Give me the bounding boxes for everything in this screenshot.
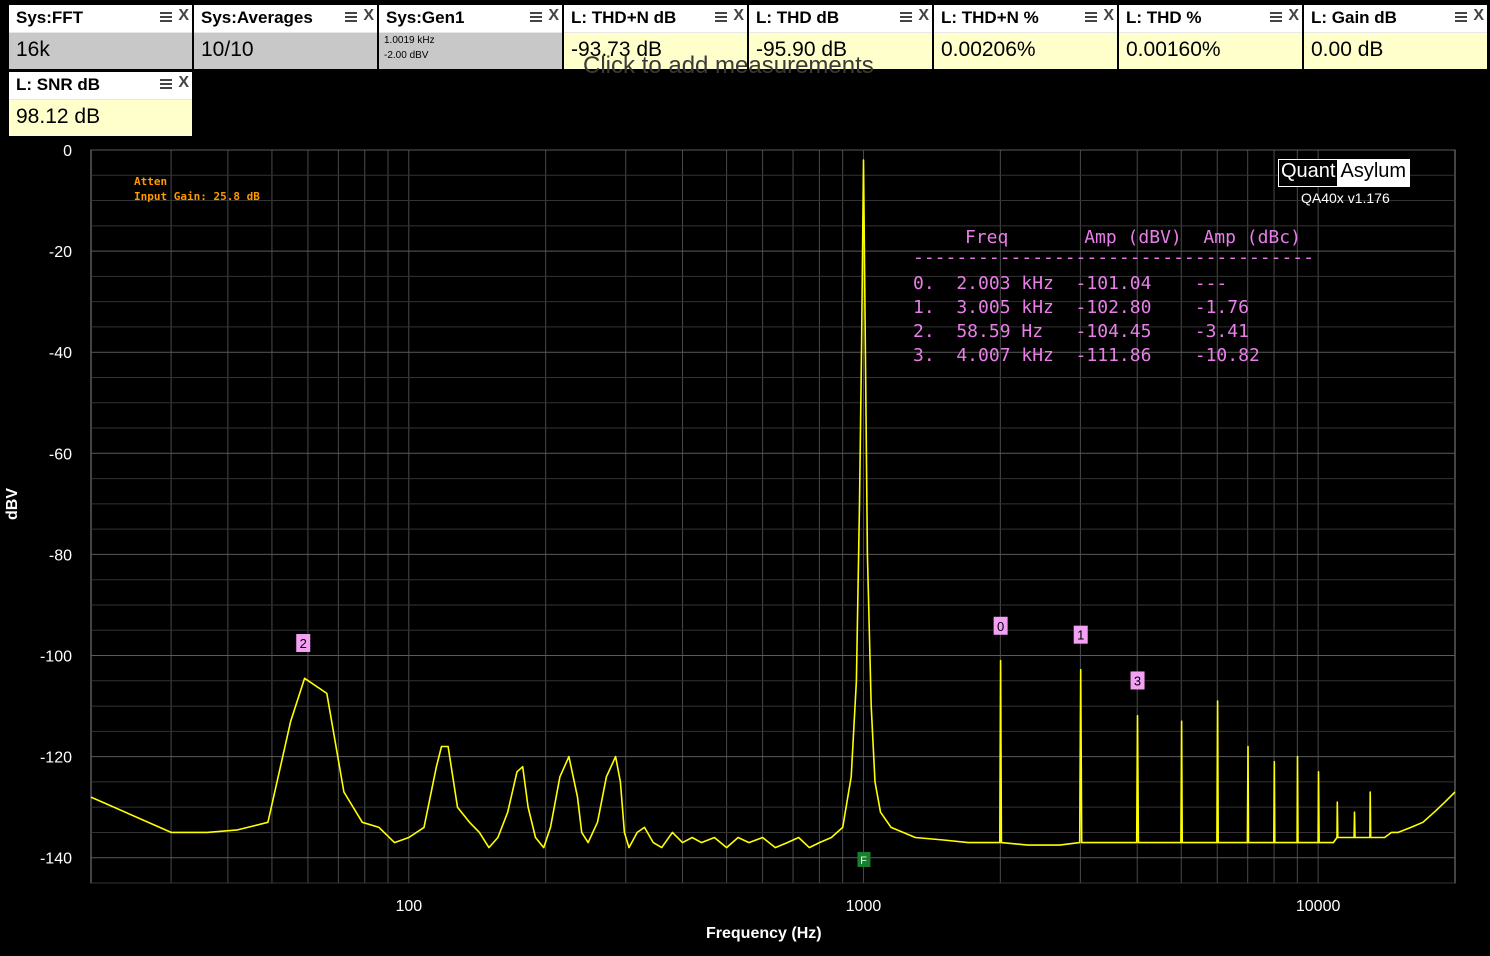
tile-title: Sys:FFT xyxy=(16,8,84,27)
y-tick-label: -80 xyxy=(49,547,72,564)
fundamental-marker-label: F xyxy=(860,855,867,867)
menu-icon[interactable] xyxy=(345,10,357,24)
tile-sub-frequency: 1.0019 kHz xyxy=(384,35,435,46)
menu-icon[interactable] xyxy=(1270,10,1282,24)
harmonic-marker-label: 1 xyxy=(1077,628,1084,643)
close-icon[interactable]: X xyxy=(178,7,189,24)
menu-icon[interactable] xyxy=(900,10,912,24)
menu-icon[interactable] xyxy=(1455,10,1467,24)
close-icon[interactable]: X xyxy=(1103,7,1114,24)
close-icon[interactable]: X xyxy=(1288,7,1299,24)
close-icon[interactable]: X xyxy=(918,7,929,24)
harmonics-row-3: 3. 4.007 kHz -111.86 -10.82 xyxy=(913,345,1260,366)
tile-value: -93.73 dB xyxy=(571,38,663,61)
y-axis-title: dBV xyxy=(4,488,21,520)
measurement-tile[interactable]: L: THD % X 0.00160% xyxy=(1119,5,1302,69)
measurement-tile[interactable]: L: Gain dB X 0.00 dB xyxy=(1304,5,1487,69)
harmonic-marker xyxy=(296,634,311,653)
tile-header: Sys:Averages X xyxy=(194,5,377,33)
logo-asylum: Asylum xyxy=(1337,160,1410,186)
quantasylum-logo: Quant Asylum xyxy=(1278,159,1411,187)
tile-header: L: THD+N % X xyxy=(934,5,1117,33)
menu-icon[interactable] xyxy=(530,10,542,24)
harmonic-marker xyxy=(1073,625,1088,644)
plot-area xyxy=(90,149,1456,884)
measurement-tile[interactable]: Sys:Averages X 10/10 xyxy=(194,5,377,69)
harmonic-marker xyxy=(1130,671,1145,690)
tile-title: L: THD+N dB xyxy=(571,8,677,27)
logo-quant: Quant xyxy=(1279,160,1338,186)
x-tick-label: 10000 xyxy=(1296,898,1341,915)
harmonics-table-separator: ------------------------------------- xyxy=(913,247,1314,268)
harmonic-marker-label: 2 xyxy=(300,636,307,651)
x-axis-title: Frequency (Hz) xyxy=(706,925,822,942)
tile-value: -95.90 dB xyxy=(756,38,848,61)
close-icon[interactable]: X xyxy=(733,7,744,24)
harmonic-marker-label: 0 xyxy=(997,619,1004,634)
close-icon[interactable]: X xyxy=(178,74,189,91)
tile-value: 0.00160% xyxy=(1126,38,1221,61)
menu-icon[interactable] xyxy=(160,10,172,24)
harmonics-row-2: 2. 58.59 Hz -104.45 -3.41 xyxy=(913,321,1249,342)
y-tick-label: -140 xyxy=(40,851,72,868)
y-tick-label: 0 xyxy=(63,143,72,160)
measurement-tile[interactable]: Sys:Gen1 X 1.0019 kHz -2.00 dBV xyxy=(379,5,562,69)
y-tick-label: -120 xyxy=(40,750,72,767)
harmonic-marker xyxy=(993,616,1008,635)
add-measurements-hint[interactable]: Click to add measurements xyxy=(583,52,874,79)
tile-title: L: SNR dB xyxy=(16,75,101,94)
tile-value: 10/10 xyxy=(201,38,254,61)
tile-header: L: SNR dB X xyxy=(9,72,192,100)
tile-sub-level: -2.00 dBV xyxy=(384,50,429,61)
tile-title: L: THD dB xyxy=(756,8,840,27)
x-tick-label: 1000 xyxy=(846,898,882,915)
tile-header: L: THD % X xyxy=(1119,5,1302,33)
atten-label: Atten xyxy=(134,175,168,188)
harmonic-marker-label: 3 xyxy=(1134,673,1141,688)
y-tick-label: -100 xyxy=(40,649,72,666)
tile-title: L: THD % xyxy=(1126,8,1202,27)
tile-header: L: THD dB X xyxy=(749,5,932,33)
menu-icon[interactable] xyxy=(715,10,727,24)
tile-title: L: THD+N % xyxy=(941,8,1039,27)
fundamental-marker xyxy=(857,852,871,867)
tile-value: 0.00 dB xyxy=(1311,38,1384,61)
measurement-tile[interactable]: Sys:FFT X 16k xyxy=(9,5,192,69)
y-tick-label: -20 xyxy=(49,244,72,261)
tile-header: L: Gain dB X xyxy=(1304,5,1487,33)
tile-header: Sys:Gen1 X xyxy=(379,5,562,33)
y-tick-label: -60 xyxy=(49,446,72,463)
input-gain-label: Input Gain: 25.8 dB xyxy=(134,190,260,203)
tile-title: L: Gain dB xyxy=(1311,8,1397,27)
harmonics-row-0: 0. 2.003 kHz -101.04 --- xyxy=(913,273,1228,294)
harmonics-row-1: 1. 3.005 kHz -102.80 -1.76 xyxy=(913,297,1249,318)
tile-value: 16k xyxy=(16,38,50,61)
menu-icon[interactable] xyxy=(160,77,172,91)
measurement-tile[interactable]: L: THD dB X -95.90 dB xyxy=(749,5,932,69)
menu-icon[interactable] xyxy=(1085,10,1097,24)
x-tick-label: 100 xyxy=(395,898,422,915)
close-icon[interactable]: X xyxy=(548,7,559,24)
tile-header: Sys:FFT X xyxy=(9,5,192,33)
measurement-tile[interactable]: L: THD+N dB X -93.73 dB xyxy=(564,5,747,69)
tile-title: Sys:Gen1 xyxy=(386,8,465,27)
tile-value: 98.12 dB xyxy=(16,105,101,128)
close-icon[interactable]: X xyxy=(1473,7,1484,24)
measurement-tile[interactable]: L: THD+N % X 0.00206% xyxy=(934,5,1117,69)
measurement-tile[interactable]: L: SNR dB X 98.12 dB xyxy=(9,72,192,136)
spectrum-trace xyxy=(90,159,1456,849)
tile-value: 0.00206% xyxy=(941,38,1036,61)
close-icon[interactable]: X xyxy=(363,7,374,24)
version-label: QA40x v1.176 xyxy=(1301,190,1390,206)
tile-header: L: THD+N dB X xyxy=(564,5,747,33)
y-tick-label: -40 xyxy=(49,345,72,362)
harmonics-table-header: Freq Amp (dBV) Amp (dBc) xyxy=(965,227,1301,248)
tile-title: Sys:Averages xyxy=(201,8,313,27)
